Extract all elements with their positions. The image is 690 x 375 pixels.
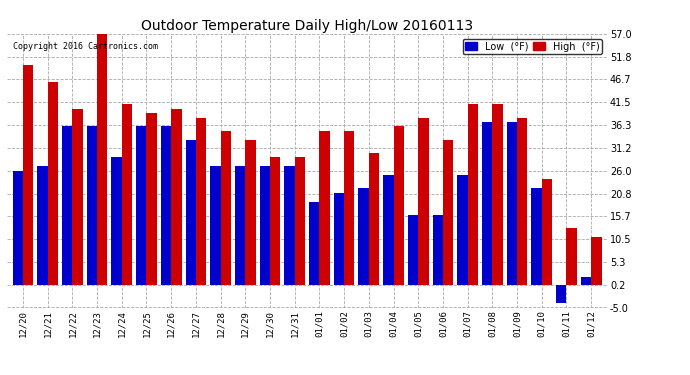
Bar — [443, 140, 453, 285]
Bar — [408, 215, 418, 285]
Title: Outdoor Temperature Daily High/Low 20160113: Outdoor Temperature Daily High/Low 20160… — [141, 19, 473, 33]
Bar — [358, 188, 369, 285]
Bar — [210, 166, 221, 285]
Bar — [566, 228, 577, 285]
Bar — [493, 104, 503, 285]
Bar — [221, 131, 231, 285]
Bar — [37, 166, 48, 285]
Bar — [146, 113, 157, 285]
Bar — [433, 215, 443, 285]
Bar — [23, 64, 33, 285]
Bar — [48, 82, 58, 285]
Bar — [87, 126, 97, 285]
Bar — [482, 122, 493, 285]
Bar — [383, 175, 393, 285]
Bar — [309, 201, 319, 285]
Bar — [186, 140, 196, 285]
Bar — [12, 171, 23, 285]
Bar — [259, 166, 270, 285]
Text: Copyright 2016 Cartronics.com: Copyright 2016 Cartronics.com — [13, 42, 158, 51]
Bar — [468, 104, 478, 285]
Bar — [62, 126, 72, 285]
Bar — [319, 131, 330, 285]
Bar — [295, 158, 305, 285]
Bar — [506, 122, 517, 285]
Bar — [284, 166, 295, 285]
Bar — [270, 158, 280, 285]
Bar — [542, 180, 552, 285]
Bar — [161, 126, 171, 285]
Bar — [457, 175, 468, 285]
Bar — [245, 140, 256, 285]
Bar — [171, 109, 181, 285]
Bar — [334, 193, 344, 285]
Bar — [369, 153, 380, 285]
Bar — [556, 285, 566, 303]
Legend: Low  (°F), High  (°F): Low (°F), High (°F) — [462, 39, 602, 54]
Bar — [235, 166, 245, 285]
Bar — [344, 131, 355, 285]
Bar — [418, 118, 428, 285]
Bar — [196, 118, 206, 285]
Bar — [591, 237, 602, 285]
Bar — [531, 188, 542, 285]
Bar — [517, 118, 527, 285]
Bar — [393, 126, 404, 285]
Bar — [136, 126, 146, 285]
Bar — [111, 158, 121, 285]
Bar — [121, 104, 132, 285]
Bar — [581, 277, 591, 285]
Bar — [72, 109, 83, 285]
Bar — [97, 34, 108, 285]
